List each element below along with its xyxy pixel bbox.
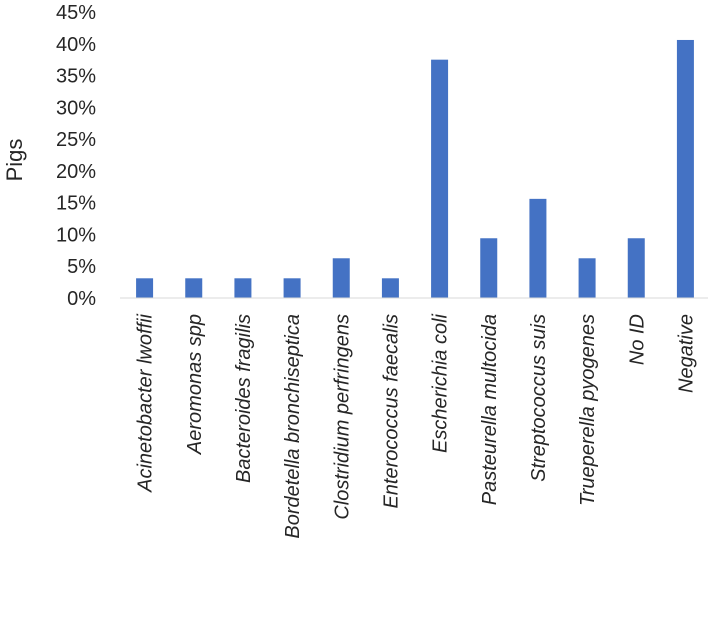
- bar: [234, 278, 252, 298]
- x-tick-label: Streptococcus suis: [528, 314, 550, 482]
- x-tick-label: No ID: [626, 314, 648, 365]
- bars: [136, 39, 694, 298]
- y-tick-label: 0%: [67, 288, 96, 310]
- y-tick-label: 15%: [56, 193, 96, 215]
- x-tick-label: Clostridium perfringens: [331, 314, 353, 520]
- y-tick-label: 20%: [56, 161, 96, 183]
- x-tick-label: Acinetobacter lwoffii: [135, 313, 157, 492]
- y-tick-label: 35%: [56, 66, 96, 88]
- bar: [676, 39, 694, 298]
- x-tick-label: Enterococcus faecalis: [380, 314, 402, 509]
- y-axis-title: Pigs: [2, 139, 27, 182]
- y-tick-label: 10%: [56, 224, 96, 246]
- y-tick-label: 30%: [56, 97, 96, 119]
- bar: [185, 278, 203, 298]
- x-tick-label: Pasteurella multocida: [479, 314, 501, 505]
- y-tick-label: 25%: [56, 129, 96, 151]
- y-tick-label: 40%: [56, 34, 96, 56]
- bar: [431, 59, 449, 298]
- x-tick-label: Escherichia coli: [430, 313, 452, 453]
- bar: [529, 198, 547, 298]
- bar: [283, 278, 301, 298]
- x-tick-label: Bacteroides fragilis: [233, 314, 255, 483]
- x-tick-label: Bordetella bronchiseptica: [282, 314, 304, 539]
- bar: [332, 258, 350, 298]
- y-tick-label: 5%: [67, 256, 96, 278]
- bar: [578, 258, 596, 298]
- bar: [627, 238, 645, 298]
- bar: [480, 238, 498, 298]
- y-axis-ticks: 0% 5% 10% 15% 20% 25% 30% 35% 40% 45%: [56, 2, 96, 310]
- x-tick-label: Negative: [675, 314, 697, 393]
- x-axis-labels: Acinetobacter lwoffii Aeromonas spp Bacter…: [135, 313, 698, 538]
- x-tick-label: Aeromonas spp: [184, 314, 206, 455]
- bar: [381, 278, 399, 298]
- y-tick-label: 45%: [56, 2, 96, 24]
- x-tick-label: Trueperella pyogenes: [577, 314, 599, 506]
- bar: [136, 278, 154, 298]
